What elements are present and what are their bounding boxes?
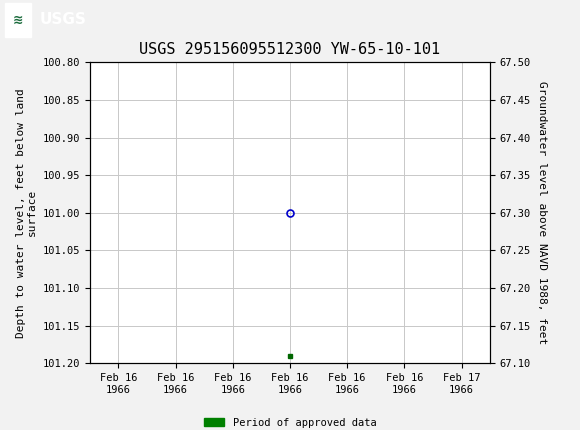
Legend: Period of approved data: Period of approved data: [200, 414, 380, 430]
Text: USGS: USGS: [39, 12, 86, 28]
Bar: [5, 3, 31, 37]
Text: ≋: ≋: [13, 13, 23, 27]
Y-axis label: Groundwater level above NAVD 1988, feet: Groundwater level above NAVD 1988, feet: [536, 81, 546, 344]
Title: USGS 295156095512300 YW-65-10-101: USGS 295156095512300 YW-65-10-101: [139, 42, 441, 57]
Y-axis label: Depth to water level, feet below land
surface: Depth to water level, feet below land su…: [16, 88, 37, 338]
